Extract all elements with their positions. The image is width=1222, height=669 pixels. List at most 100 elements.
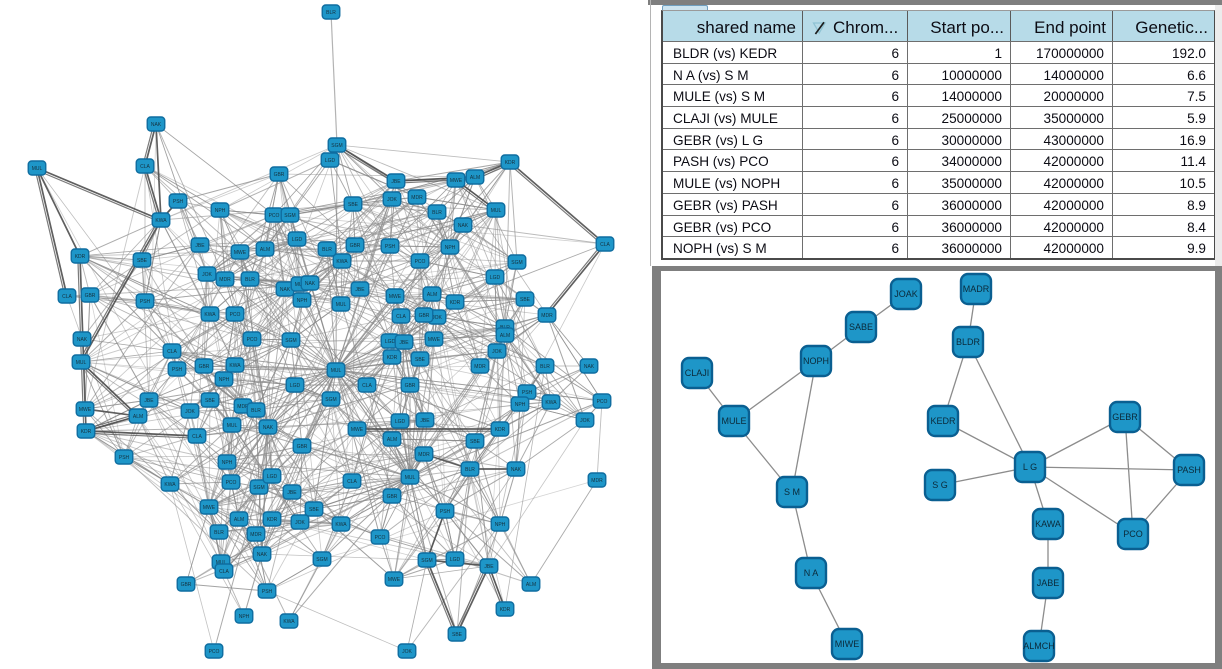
svg-text:SBE: SBE — [452, 632, 463, 638]
svg-text:MWE: MWE — [450, 178, 463, 184]
svg-text:NAK: NAK — [511, 467, 522, 473]
svg-text:ALMCH: ALMCH — [1023, 641, 1055, 651]
svg-text:LGD: LGD — [267, 474, 278, 480]
svg-text:PSH: PSH — [385, 244, 396, 250]
svg-text:NAK: NAK — [584, 364, 595, 370]
svg-text:LGD: LGD — [385, 339, 396, 345]
svg-text:KEDR: KEDR — [930, 416, 956, 426]
svg-text:JOK: JOK — [580, 418, 590, 424]
svg-text:BLR: BLR — [214, 530, 224, 536]
svg-text:MDR: MDR — [237, 404, 249, 410]
svg-text:CLA: CLA — [62, 294, 72, 300]
svg-text:KWA: KWA — [336, 259, 348, 265]
svg-text:JOK: JOK — [492, 349, 502, 355]
svg-text:KWA: KWA — [164, 482, 176, 488]
svg-text:PCO: PCO — [1123, 529, 1143, 539]
svg-text:NAK: NAK — [151, 122, 162, 128]
svg-text:SGM: SGM — [253, 485, 264, 491]
svg-text:MDR: MDR — [411, 195, 423, 201]
svg-text:BLR: BLR — [465, 467, 475, 473]
svg-text:CLA: CLA — [347, 479, 357, 485]
svg-text:PSH: PSH — [522, 390, 533, 396]
svg-text:JOK: JOK — [295, 520, 305, 526]
svg-text:MDR: MDR — [474, 364, 486, 370]
svg-text:MDR: MDR — [250, 532, 262, 538]
svg-text:KWA: KWA — [155, 218, 167, 224]
svg-text:GEBR: GEBR — [1112, 412, 1138, 422]
svg-text:MDR: MDR — [219, 277, 231, 283]
svg-text:JBE: JBE — [355, 287, 365, 293]
svg-text:GBR: GBR — [297, 444, 308, 450]
svg-text:SBE: SBE — [520, 297, 531, 303]
svg-text:SGM: SGM — [284, 213, 295, 219]
svg-text:SBE: SBE — [415, 357, 426, 363]
svg-text:S M: S M — [784, 487, 800, 497]
svg-text:BLR: BLR — [540, 364, 550, 370]
svg-text:PSH: PSH — [119, 455, 130, 461]
svg-text:KWA: KWA — [229, 363, 241, 369]
svg-text:ALM: ALM — [133, 414, 143, 420]
svg-text:BLR: BLR — [432, 210, 442, 216]
svg-text:SBE: SBE — [309, 507, 320, 513]
svg-text:JBE: JBE — [391, 179, 401, 185]
svg-text:JOK: JOK — [185, 409, 195, 415]
svg-text:KDR: KDR — [500, 607, 511, 613]
svg-text:BLDR: BLDR — [956, 337, 981, 347]
svg-text:JOK: JOK — [202, 272, 212, 278]
svg-text:MWE: MWE — [203, 505, 216, 511]
svg-text:JBE: JBE — [144, 398, 154, 404]
svg-text:MUL: MUL — [405, 475, 416, 481]
svg-text:PCO: PCO — [247, 337, 258, 343]
svg-text:LGD: LGD — [490, 275, 501, 281]
svg-text:KDR: KDR — [505, 160, 516, 166]
svg-text:NPH: NPH — [297, 298, 308, 304]
svg-text:SGM: SGM — [325, 397, 336, 403]
svg-text:BLR: BLR — [251, 408, 261, 414]
svg-text:MDR: MDR — [591, 478, 603, 484]
svg-text:ALM: ALM — [500, 333, 510, 339]
svg-text:KWA: KWA — [335, 522, 347, 528]
svg-text:JBE: JBE — [195, 243, 205, 249]
svg-text:JOK: JOK — [432, 315, 442, 321]
svg-text:MULE: MULE — [721, 416, 746, 426]
svg-text:SGM: SGM — [285, 338, 296, 344]
svg-text:BLR: BLR — [326, 10, 336, 16]
svg-text:N A: N A — [804, 568, 819, 578]
svg-text:LGD: LGD — [290, 383, 301, 389]
svg-text:GBR: GBR — [181, 582, 192, 588]
svg-text:LGD: LGD — [450, 557, 461, 563]
svg-text:NAK: NAK — [280, 287, 291, 293]
svg-text:KDR: KDR — [81, 429, 92, 435]
svg-text:LGD: LGD — [395, 419, 406, 425]
svg-text:ALM: ALM — [526, 582, 536, 588]
svg-text:PCO: PCO — [415, 259, 426, 265]
svg-text:NAK: NAK — [77, 337, 88, 343]
svg-text:PCO: PCO — [230, 312, 241, 318]
svg-text:MWE: MWE — [428, 337, 441, 343]
svg-text:LGD: LGD — [292, 237, 303, 243]
svg-text:MUL: MUL — [216, 560, 227, 566]
svg-text:CLA: CLA — [600, 242, 610, 248]
svg-text:MWE: MWE — [351, 427, 364, 433]
svg-text:JBE: JBE — [287, 490, 297, 496]
svg-text:NAK: NAK — [305, 281, 316, 287]
svg-text:CLA: CLA — [192, 434, 202, 440]
svg-text:NOPH: NOPH — [803, 356, 829, 366]
svg-text:PSH: PSH — [440, 509, 451, 515]
svg-text:JOAK: JOAK — [894, 289, 918, 299]
svg-text:ALM: ALM — [260, 247, 270, 253]
svg-text:PCO: PCO — [226, 480, 237, 486]
svg-text:GBR: GBR — [350, 243, 361, 249]
svg-text:SBE: SBE — [205, 398, 216, 404]
svg-text:NPH: NPH — [239, 614, 250, 620]
svg-text:SBE: SBE — [348, 202, 359, 208]
svg-text:PCO: PCO — [375, 535, 386, 541]
svg-text:MIWE: MIWE — [835, 639, 860, 649]
svg-text:PSH: PSH — [173, 199, 184, 205]
svg-text:KWA: KWA — [283, 619, 295, 625]
svg-text:CLA: CLA — [362, 383, 372, 389]
svg-text:SBE: SBE — [137, 258, 148, 264]
svg-text:MUL: MUL — [336, 302, 347, 308]
svg-text:PCO: PCO — [269, 213, 280, 219]
svg-text:GBR: GBR — [419, 313, 430, 319]
